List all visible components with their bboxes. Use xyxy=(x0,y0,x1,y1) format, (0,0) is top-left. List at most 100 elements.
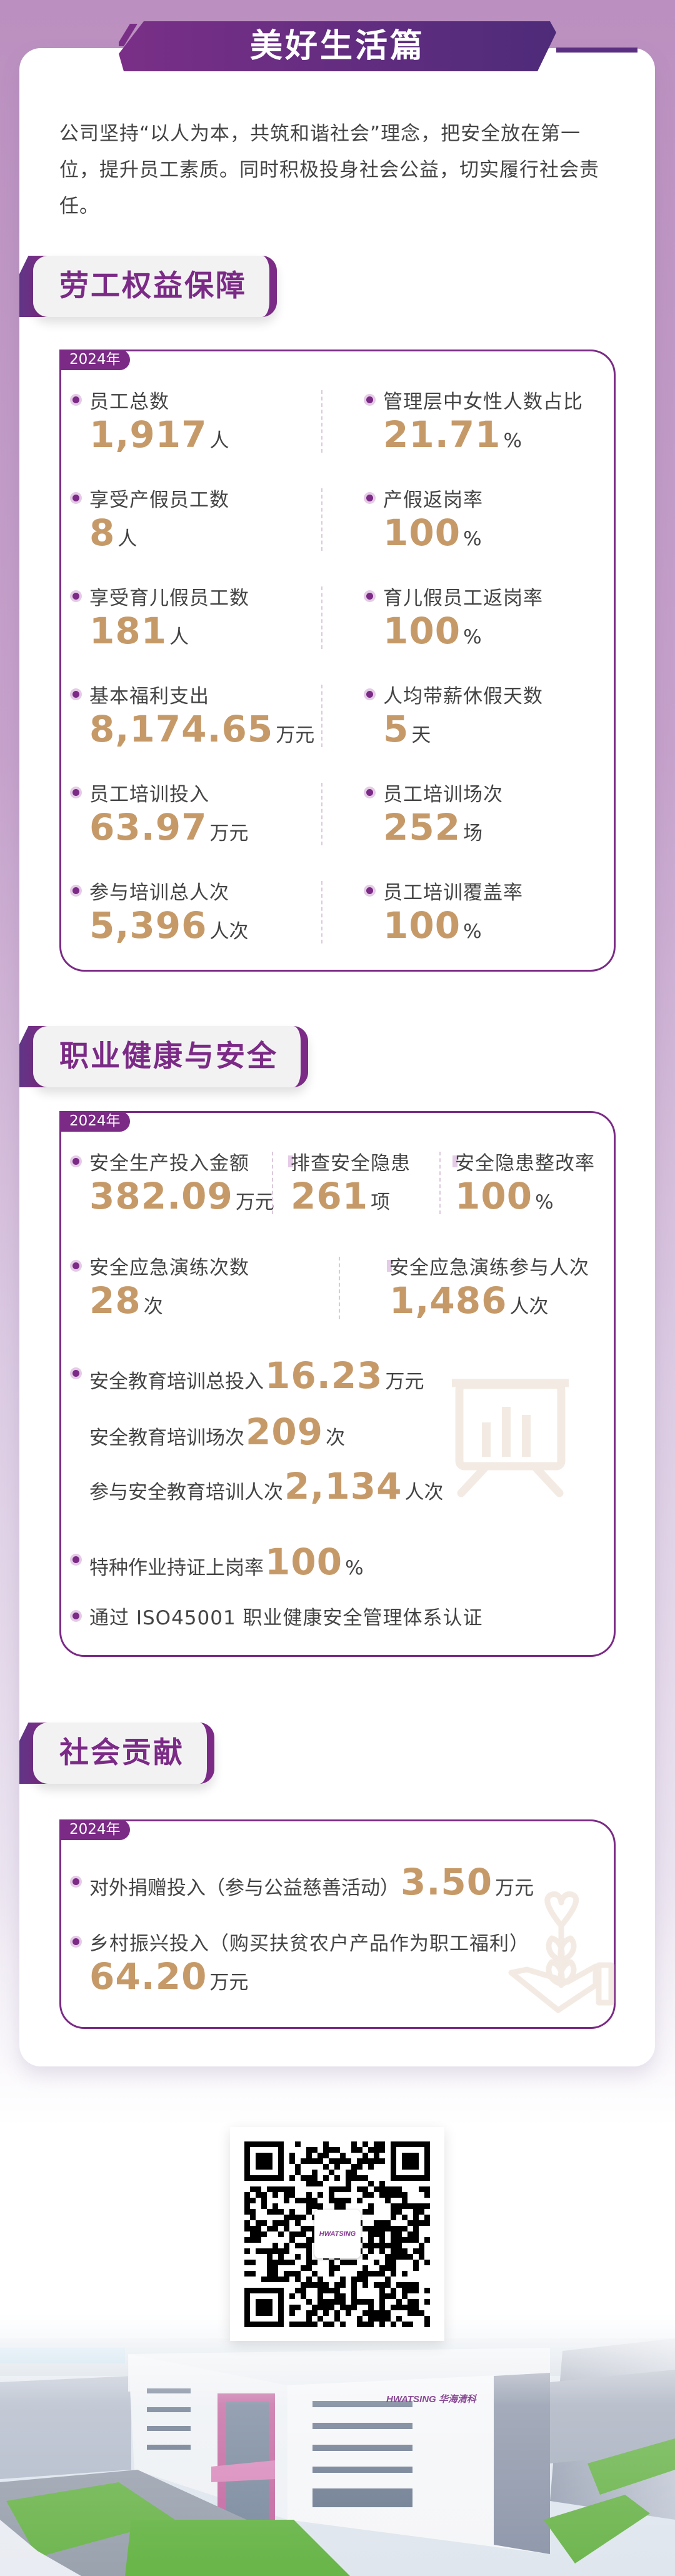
stat-unit: 万元 xyxy=(276,724,315,747)
section-header-social: 社会贡献 xyxy=(19,1723,294,1784)
stat-label-row: 乡村振兴投入（购买扶贫农户产品作为职工福利） xyxy=(72,1928,529,1955)
stat-value: 1,917 xyxy=(89,413,208,456)
stat-value: 100 xyxy=(265,1541,343,1583)
stat-label-row: 享受产假员工数 xyxy=(72,484,229,511)
stat-unit: 天 xyxy=(411,724,431,747)
section-title: 职业健康与安全 xyxy=(33,1026,308,1087)
stat-value: 382.09 xyxy=(89,1175,233,1217)
stat-unit: 万元 xyxy=(495,1877,534,1899)
stat-label: 员工培训投入 xyxy=(89,783,209,806)
bullet-dot-icon xyxy=(72,592,79,600)
stat-label: 员工总数 xyxy=(89,390,169,413)
stat-label: 员工培训场次 xyxy=(383,783,503,806)
stat-value: 1,486 xyxy=(389,1279,508,1322)
stat-value: 261 xyxy=(291,1175,369,1217)
stat-unit: 项 xyxy=(371,1191,391,1214)
qr-logo-text: HWATSING xyxy=(319,2230,356,2238)
stat-label-row: 员工培训覆盖率 xyxy=(366,877,523,904)
stat-unit: % xyxy=(463,626,482,648)
stat-label-row: 排查安全隐患 xyxy=(291,1147,411,1175)
stat-label-row: 参与培训总人次 xyxy=(72,877,248,904)
stat-value-row: 100% xyxy=(366,904,523,948)
stat-value-row: 5,396 人次 xyxy=(72,904,248,948)
intro-paragraph: 公司坚持“以人为本，共筑和谐社会”理念，把安全放在第一位，提升员工素质。同时积极… xyxy=(59,123,599,218)
stat-value: 3.50 xyxy=(401,1861,493,1903)
stat-unit: 万元 xyxy=(209,822,249,845)
stat-item: 乡村振兴投入（购买扶贫农户产品作为职工福利） 64.20 万元 xyxy=(72,1928,529,1999)
stat-value-row: 100% xyxy=(455,1175,595,1219)
stat-item: 管理层中女性人数占比 21.71% xyxy=(366,386,583,457)
stat-label: 员工培训覆盖率 xyxy=(383,881,523,904)
stat-value: 209 xyxy=(246,1411,324,1453)
stat-label: 参与培训总人次 xyxy=(89,881,229,904)
stat-label-row: 基本福利支出 xyxy=(72,680,314,708)
inline-stat: 安全教育培训总投入 16.23 万元 xyxy=(72,1354,424,1397)
stat-label: 安全生产投入金额 xyxy=(89,1152,249,1175)
stat-label: 对外捐赠投入（参与公益慈善活动） xyxy=(89,1877,399,1899)
stat-label: 享受育儿假员工数 xyxy=(89,586,249,610)
bullet-dot-icon xyxy=(366,788,373,796)
stat-value-row: 64.20 万元 xyxy=(72,1955,529,1999)
stat-unit: % xyxy=(535,1191,554,1214)
stat-value-row: 261 项 xyxy=(291,1175,411,1219)
bullet-dot-icon xyxy=(366,690,373,698)
social-stats-card: 2024年 对外捐赠投入（参与公益慈善活动） 3.50 万元 乡村振兴投入（购买扶贫农… xyxy=(59,1819,616,2029)
stat-item: 产假返岗率 100% xyxy=(366,484,483,555)
column-divider xyxy=(272,1152,273,1214)
stat-value: 63.97 xyxy=(89,806,208,848)
stat-value: 64.20 xyxy=(89,1955,208,1998)
stat-unit: 次 xyxy=(326,1427,346,1449)
stat-label: 安全应急演练参与人次 xyxy=(389,1256,589,1279)
stat-item: 安全生产投入金额 382.09 万元 xyxy=(72,1147,274,1219)
building-logo: HWATSING 华海清科 xyxy=(386,2394,478,2405)
qr-code[interactable]: HWATSING xyxy=(230,2127,444,2341)
stat-label: 参与安全教育培训人次 xyxy=(89,1481,283,1504)
stat-value-row: 252 场 xyxy=(366,806,503,850)
stat-unit: 场 xyxy=(463,822,483,845)
title-banner xyxy=(119,21,556,71)
stat-label: 享受产假员工数 xyxy=(89,488,229,511)
stat-unit: 万元 xyxy=(235,1191,274,1214)
stat-value-row: 63.97 万元 xyxy=(72,806,248,850)
stat-value: 8 xyxy=(89,511,116,554)
stat-label-row: 享受育儿假员工数 xyxy=(72,582,249,610)
inline-stat: 安全教育培训场次 209 次 xyxy=(72,1411,346,1453)
column-divider xyxy=(339,1257,340,1319)
stat-label-row: 安全应急演练次数 xyxy=(72,1252,249,1279)
bullet-dot-icon xyxy=(72,690,79,698)
inline-stat: 参与安全教育培训人次 2,134 人次 xyxy=(72,1465,443,1507)
inline-stat: 对外捐赠投入（参与公益慈善活动） 3.50 万元 xyxy=(72,1861,534,1903)
bullet-dot-icon xyxy=(72,1556,79,1563)
stat-value-row: 181 人 xyxy=(72,610,249,653)
column-divider xyxy=(321,685,322,747)
stat-item: 排查安全隐患 261 项 xyxy=(291,1147,411,1219)
stat-value: 252 xyxy=(383,806,461,848)
stat-value: 5 xyxy=(383,708,409,750)
bullet-dot-icon xyxy=(72,396,79,403)
stat-label: 安全隐患整改率 xyxy=(455,1152,595,1175)
stat-label-row: 管理层中女性人数占比 xyxy=(366,386,583,413)
bullet-dot-icon xyxy=(72,1157,79,1165)
stat-label-row: 安全生产投入金额 xyxy=(72,1147,274,1175)
stat-label-row: 人均带薪休假天数 xyxy=(366,680,543,708)
bullet-dot-icon xyxy=(72,1878,79,1885)
bullet-dot-icon xyxy=(72,1369,79,1377)
stat-label: 产假返岗率 xyxy=(383,488,483,511)
stat-value-row: 1,917 人 xyxy=(72,413,229,457)
stat-unit: 万元 xyxy=(385,1371,424,1393)
page-title: 美好生活篇 xyxy=(249,28,425,65)
stat-value-row: 28 次 xyxy=(72,1279,249,1323)
stat-item: 安全应急演练参与人次 1,486 人次 xyxy=(389,1252,589,1323)
stat-value-row: 8,174.65 万元 xyxy=(72,708,314,752)
stat-unit: % xyxy=(503,430,522,452)
bullet-dot-icon xyxy=(72,494,79,501)
stat-unit: 人 xyxy=(169,626,189,648)
stat-value-row: 100% xyxy=(366,610,543,653)
stat-unit: % xyxy=(345,1557,364,1579)
stat-value: 2,134 xyxy=(284,1465,402,1507)
stat-label-row: 育儿假员工返岗率 xyxy=(366,582,543,610)
hand-plant-heart-icon xyxy=(508,1891,614,2013)
stat-label-row: 安全应急演练参与人次 xyxy=(389,1252,589,1279)
